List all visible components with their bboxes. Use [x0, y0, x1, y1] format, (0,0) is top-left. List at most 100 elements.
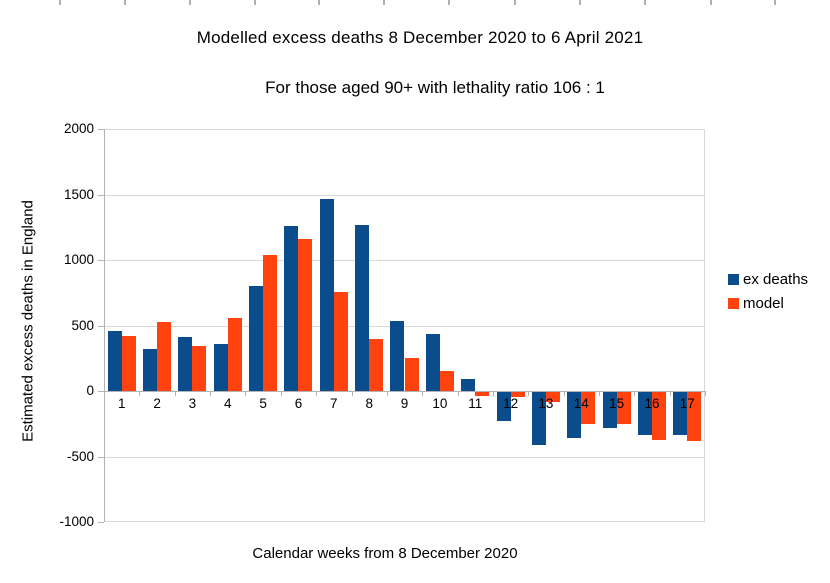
bar-ex-deaths-week-15	[602, 391, 617, 428]
x-axis-tick	[139, 391, 141, 396]
bar-model-week-9	[404, 357, 419, 391]
bar-model-week-12	[510, 391, 525, 397]
spreadsheet-gridline-stub	[448, 0, 450, 5]
x-axis-zero-line	[104, 391, 705, 392]
x-axis-tick	[528, 391, 530, 396]
bar-model-week-10	[439, 370, 454, 391]
x-axis-tick	[705, 391, 706, 396]
x-axis-tick	[174, 391, 176, 396]
bar-ex-deaths-week-8	[355, 225, 370, 391]
x-axis-category-label: 1	[117, 396, 126, 411]
bar-model-week-13	[545, 391, 560, 403]
x-axis-category-label: 2	[153, 396, 161, 411]
y-axis-tick	[98, 260, 104, 261]
spreadsheet-gridline-stub	[59, 0, 61, 5]
x-axis-category-label: 12	[503, 396, 519, 411]
spreadsheet-gridline-stub	[383, 0, 385, 5]
x-axis-tick	[457, 391, 459, 396]
y-axis-tick	[98, 522, 104, 523]
x-axis-category-label: 11	[468, 396, 483, 411]
spreadsheet-gridline-stub	[644, 0, 646, 5]
x-axis-tick	[280, 391, 282, 396]
bar-model-week-6	[298, 239, 313, 391]
bar-ex-deaths-week-9	[390, 320, 405, 391]
x-axis-tick	[669, 391, 671, 396]
legend-label-model: model	[743, 295, 784, 312]
chart-legend: ex deaths model	[728, 271, 808, 312]
bar-ex-deaths-week-1	[107, 331, 122, 391]
y-axis-tick-label: 500	[71, 317, 94, 333]
y-axis-tick-label: 1000	[63, 252, 94, 267]
y-axis-tick-label: 0	[86, 383, 94, 398]
y-axis-tick-label: -1000	[59, 514, 94, 529]
x-axis-tick	[210, 391, 212, 396]
plot-area	[104, 129, 706, 522]
y-axis-tick-label: 2000	[63, 121, 94, 136]
y-axis-tick-label: -500	[66, 448, 94, 464]
bar-model-week-7	[333, 292, 348, 391]
spreadsheet-gridline-stub	[318, 0, 320, 5]
bar-model-week-14	[581, 391, 596, 425]
bar-ex-deaths-week-5	[249, 286, 264, 391]
x-axis-tick	[598, 391, 600, 396]
bar-model-week-4	[227, 317, 242, 391]
y-axis-tick	[98, 456, 104, 458]
bar-ex-deaths-week-16	[637, 391, 652, 435]
y-axis-tick	[98, 129, 104, 130]
x-axis-tick	[351, 391, 353, 396]
x-axis-tick	[563, 391, 565, 396]
x-axis-category-label: 9	[400, 396, 409, 411]
bar-model-week-15	[616, 391, 631, 424]
bar-ex-deaths-week-7	[319, 199, 334, 391]
bar-model-week-2	[157, 322, 172, 391]
x-axis-tick	[422, 391, 424, 396]
spreadsheet-gridline-stub	[124, 0, 126, 5]
x-axis-category-label: 5	[259, 396, 267, 411]
bar-model-week-16	[652, 391, 667, 440]
bar-ex-deaths-week-13	[531, 391, 546, 445]
y-axis-line	[104, 129, 105, 522]
x-axis-category-label: 10	[432, 396, 448, 411]
x-axis-tick	[316, 391, 318, 396]
bar-ex-deaths-week-3	[178, 337, 193, 391]
x-axis-tick	[245, 391, 247, 396]
x-axis-category-label: 7	[330, 396, 338, 411]
x-axis-category-label: 4	[224, 396, 232, 411]
bar-model-week-3	[192, 345, 207, 391]
gridline	[104, 194, 705, 196]
legend-entry-model: model	[728, 295, 808, 312]
legend-label-ex-deaths: ex deaths	[743, 271, 809, 288]
chart-subtitle: For those aged 90+ with lethality ratio …	[265, 78, 605, 97]
bar-ex-deaths-week-4	[213, 343, 228, 391]
plot-border	[104, 129, 705, 522]
chart-title: Modelled excess deaths 8 December 2020 t…	[196, 28, 644, 47]
legend-swatch-ex-deaths	[728, 274, 739, 285]
bar-model-week-1	[121, 336, 136, 391]
bar-ex-deaths-week-2	[143, 349, 158, 391]
spreadsheet-gridline-stub	[513, 0, 516, 5]
gridline	[104, 325, 705, 327]
gridline	[104, 456, 705, 458]
bar-model-week-11	[475, 391, 490, 397]
x-axis-category-label: 3	[188, 396, 197, 411]
x-axis-title: Calendar weeks from 8 December 2020	[252, 545, 518, 562]
gridline	[104, 260, 705, 261]
bar-model-week-8	[369, 339, 384, 391]
bar-ex-deaths-week-14	[567, 391, 582, 439]
bar-ex-deaths-week-6	[284, 225, 299, 391]
bar-ex-deaths-week-11	[461, 379, 476, 391]
x-axis-tick	[386, 391, 388, 396]
y-axis-tick	[98, 194, 104, 196]
x-axis-category-label: 17	[679, 396, 695, 411]
legend-entry-ex-deaths: ex deaths	[728, 271, 808, 288]
x-axis-category-label: 13	[538, 396, 554, 411]
x-axis-tick	[492, 391, 494, 396]
x-axis-category-label: 6	[294, 396, 303, 411]
bar-ex-deaths-week-17	[673, 391, 688, 435]
x-axis-category-label: 15	[609, 396, 625, 411]
x-axis-tick	[104, 391, 105, 396]
y-axis-tick	[98, 391, 104, 392]
x-axis-category-label: 14	[573, 396, 589, 411]
y-axis-tick-label: 1500	[63, 186, 94, 202]
